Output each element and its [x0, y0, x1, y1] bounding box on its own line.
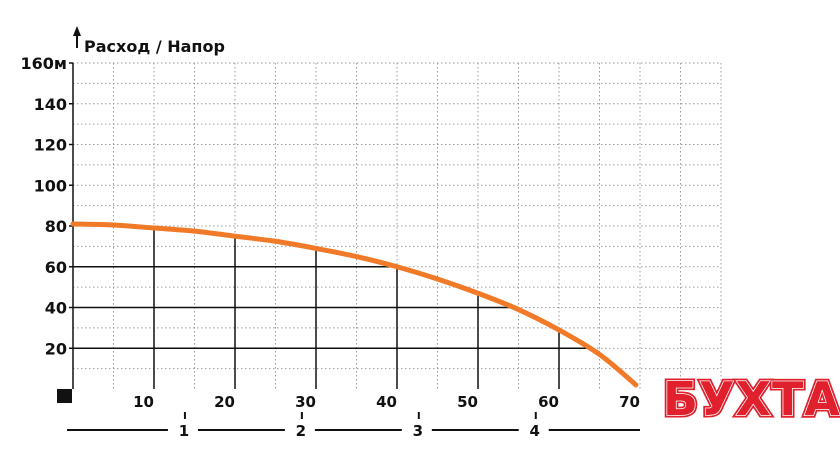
x-tick-label: 20 [214, 393, 235, 411]
y-tick-label: 20 [45, 339, 67, 358]
y-tick-label: 100 [34, 176, 67, 195]
secondary-tick-label: 3 [413, 422, 423, 440]
x-tick-label: 30 [295, 393, 316, 411]
secondary-tick-label: 4 [530, 422, 540, 440]
y-tick-label: 40 [45, 299, 67, 318]
x-tick-label: 10 [133, 393, 154, 411]
x-tick-label: 70 [619, 393, 640, 411]
secondary-tick-label: 2 [296, 422, 306, 440]
chart-title: Расход / Напор [84, 37, 225, 56]
x-tick-label: 50 [457, 393, 478, 411]
origin-square-icon [57, 389, 72, 403]
secondary-tick-label: 1 [179, 422, 189, 440]
y-tick-label: 120 [34, 136, 67, 155]
y-tick-label: 80 [45, 217, 67, 236]
y-tick-label: 60 [45, 258, 67, 277]
brand-logo-text: БУХТА [663, 372, 840, 426]
x-tick-label: 40 [376, 393, 397, 411]
x-tick-label: 60 [538, 393, 559, 411]
series [70, 221, 639, 388]
performance-curve [70, 221, 639, 388]
brand-logo-outline: БУХТА [663, 372, 840, 426]
brand-logo-inner: БУХТА [663, 372, 840, 426]
grid [73, 62, 722, 389]
y-tick-label: 160м [21, 54, 67, 73]
y-tick-label: 140 [34, 95, 67, 114]
y-axis-arrow-icon [73, 26, 81, 48]
tick-labels: 160м 140 120 100 80 60 40 20 10 20 30 40 50 60 70 1 2 3 4 [21, 54, 640, 440]
brand-logo: БУХТА БУХТА БУХТА [661, 370, 840, 429]
